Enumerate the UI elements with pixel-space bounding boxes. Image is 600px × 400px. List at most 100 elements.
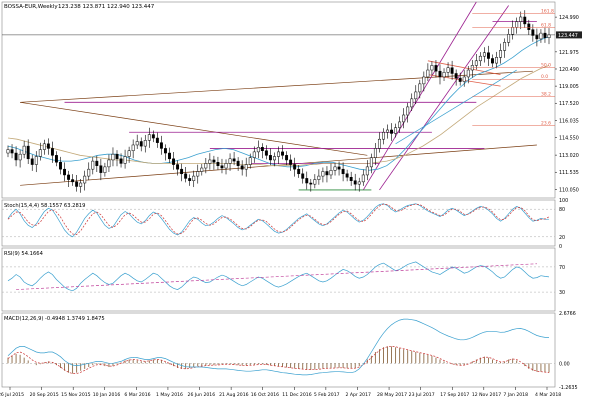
candle-body	[91, 160, 95, 170]
candle-body	[345, 173, 349, 178]
x-tick-label: 16 Oct 2016	[251, 392, 279, 398]
candle-body	[458, 77, 462, 82]
macd-tick-label: 0.00	[559, 361, 570, 367]
stoch-tick-label: 80	[559, 207, 565, 213]
candle-body	[329, 170, 333, 176]
stoch-grid	[2, 208, 555, 238]
candle-body	[180, 168, 184, 175]
candle-body	[386, 129, 389, 133]
fib-label: 61.8	[541, 22, 551, 28]
candle-body	[515, 21, 519, 28]
candle-body	[382, 132, 385, 140]
rsi-title: RSI(9) 54.1664	[4, 251, 44, 257]
pane-frame-stoch	[1, 199, 556, 247]
stoch-lines	[7, 203, 550, 238]
main-candles	[6, 10, 551, 193]
candle-body	[95, 160, 99, 166]
candle-body	[341, 168, 345, 175]
candle-body	[450, 67, 454, 74]
x-tick-label: 17 Sep 2017	[440, 392, 469, 398]
candle-body	[18, 153, 22, 161]
candle-body	[390, 129, 393, 134]
ma-slow-line	[7, 65, 550, 167]
candle-body	[543, 32, 547, 38]
current-price-label: 123.447	[558, 33, 578, 39]
candle-body	[394, 127, 398, 134]
candle-body	[26, 145, 30, 160]
candle-body	[159, 142, 163, 149]
x-tick-label: 21 Aug 2016	[219, 392, 249, 398]
y-tick-label: 119.005	[559, 84, 579, 90]
candle-body	[466, 69, 470, 78]
candle-body	[46, 143, 50, 149]
y-tick-label: 113.020	[559, 153, 579, 159]
x-tick-label: 11 Dec 2016	[282, 392, 311, 398]
fib-label: 161.8	[541, 9, 554, 15]
stoch-main-line	[7, 203, 550, 238]
candle-body	[293, 164, 297, 170]
candle-body	[434, 65, 438, 72]
main-moving-averages	[7, 36, 550, 171]
candle-body	[523, 16, 527, 25]
candle-body	[289, 159, 293, 165]
candle-body	[398, 121, 402, 128]
fib-channel-1	[427, 60, 501, 76]
x-tick-label: 28 May 2017	[377, 392, 407, 398]
candle-body	[478, 55, 482, 62]
pane-frame-rsi	[1, 247, 556, 312]
x-tick-label: 4 Mar 2018	[535, 392, 561, 398]
candle-body	[10, 149, 14, 154]
candle-body	[297, 168, 301, 175]
candle-body	[204, 163, 208, 169]
candle-body	[402, 114, 406, 123]
candle-body	[535, 35, 539, 40]
candle-body	[168, 152, 171, 160]
candle-body	[54, 155, 58, 163]
candle-body	[155, 137, 159, 143]
candle-body	[539, 32, 543, 40]
candle-body	[260, 147, 264, 151]
x-tick-label: 5 Feb 2017	[314, 392, 340, 398]
candle-body	[273, 156, 276, 161]
candle-body	[83, 175, 87, 184]
candle-body	[365, 166, 369, 176]
y-tick-label: 117.520	[559, 101, 579, 107]
candle-body	[264, 150, 268, 156]
x-tick-label: 7 Jan 2018	[503, 392, 528, 398]
candle-body	[406, 106, 410, 116]
candle-body	[22, 145, 26, 155]
candle-body	[236, 160, 240, 166]
candle-body	[519, 16, 523, 22]
y-tick-label: 114.550	[559, 135, 579, 141]
candle-body	[305, 178, 309, 184]
fib-labels: 161.8 61.8 50.0 0.0 38.2 23.6	[472, 9, 555, 126]
x-tick-label: 26 Jun 2016	[188, 392, 216, 398]
macd-histogram	[7, 346, 550, 374]
candle-body	[103, 166, 107, 173]
rsi-trendline	[16, 263, 537, 290]
main-y-axis: 124.990 123.447 121.975 120.490 119.005 117.5…	[555, 15, 582, 193]
candle-body	[317, 175, 321, 180]
candle-body	[268, 155, 272, 161]
candle-body	[232, 158, 236, 162]
candle-body	[216, 162, 220, 166]
candle-body	[107, 159, 111, 168]
stoch-title: Stoch(15,4,4) 58.1557 63.2819	[4, 203, 85, 209]
candle-body	[99, 165, 103, 173]
fib-label: 38.2	[541, 92, 551, 98]
pane-frames	[1, 1, 556, 388]
candle-body	[491, 58, 494, 64]
candle-body	[414, 91, 418, 100]
candle-body	[172, 158, 175, 165]
y-tick-label: 116.035	[559, 118, 579, 124]
candle-body	[50, 148, 54, 156]
header-ohlc: 123.238 123.871 122.940 123.447	[58, 4, 155, 10]
candle-body	[361, 174, 365, 183]
x-tick-label: 26 Jul 2015	[0, 392, 24, 398]
candle-body	[438, 70, 442, 78]
y-tick-label: 110.050	[559, 187, 579, 193]
candle-body	[281, 151, 284, 156]
candle-body	[248, 157, 252, 165]
candle-body	[75, 181, 79, 187]
